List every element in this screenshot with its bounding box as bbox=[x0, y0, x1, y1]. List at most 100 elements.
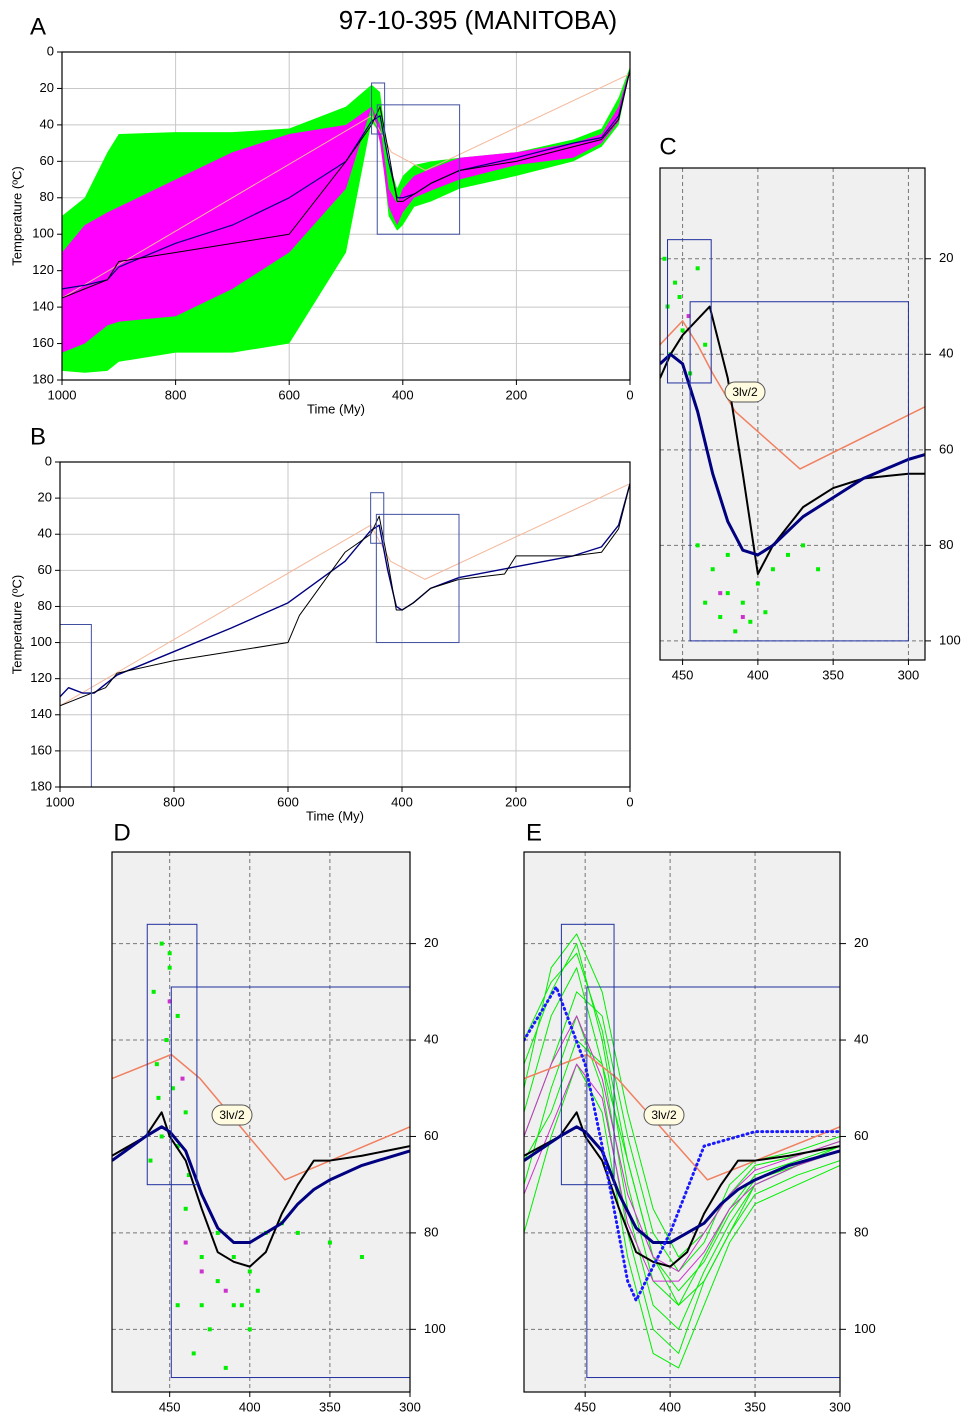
series-line bbox=[112, 1053, 410, 1181]
y-tick-label: 40 bbox=[38, 526, 52, 541]
data-point bbox=[686, 314, 691, 319]
y-tick-label: 160 bbox=[32, 335, 54, 350]
x-tick-label: 600 bbox=[277, 794, 299, 809]
x-tick-label: 600 bbox=[278, 387, 300, 402]
y-tick-label: 0 bbox=[45, 453, 52, 468]
data-point bbox=[239, 1303, 244, 1308]
x-tick-label: 200 bbox=[505, 794, 527, 809]
data-point bbox=[231, 1255, 236, 1259]
data-point bbox=[223, 1288, 228, 1293]
data-point bbox=[159, 941, 164, 946]
data-point bbox=[199, 1303, 204, 1308]
constraint-box bbox=[560, 923, 615, 1186]
series-line bbox=[60, 483, 630, 707]
data-point bbox=[748, 619, 753, 624]
data-point bbox=[733, 629, 738, 634]
data-point bbox=[255, 1288, 260, 1293]
y-tick-label: 60 bbox=[939, 441, 953, 456]
y-tick-label: 80 bbox=[854, 1224, 868, 1239]
series-line bbox=[660, 352, 925, 557]
figure-title: 97-10-395 (MANITOBA) bbox=[339, 5, 617, 35]
data-point bbox=[677, 294, 682, 299]
x-tick-label: 350 bbox=[319, 1399, 341, 1414]
data-point bbox=[247, 1269, 252, 1274]
data-point bbox=[191, 1351, 196, 1356]
data-point bbox=[167, 951, 172, 956]
data-point bbox=[755, 581, 760, 586]
y-tick-label: 180 bbox=[32, 371, 54, 386]
y-tick-label: 20 bbox=[40, 80, 54, 95]
plot-frame bbox=[523, 851, 841, 1393]
plot-frame bbox=[61, 51, 631, 381]
series-line bbox=[524, 943, 840, 1306]
annotation-box bbox=[724, 381, 766, 403]
panel-letter: C bbox=[659, 133, 676, 160]
series-line bbox=[524, 1063, 840, 1282]
series-line bbox=[524, 1111, 840, 1268]
x-axis-label: Time (My) bbox=[307, 401, 365, 416]
data-point bbox=[183, 1206, 188, 1211]
data-point bbox=[223, 1365, 228, 1370]
annotation: 3lv/2 bbox=[651, 1108, 677, 1122]
panel: 1000 800 600 400 200 0 0 20 40 60 80 100 120 140 160 18… bbox=[9, 13, 633, 416]
data-point bbox=[740, 600, 745, 605]
constraint-box bbox=[371, 82, 386, 135]
y-tick-label: 140 bbox=[32, 299, 54, 314]
y-tick-label: 60 bbox=[854, 1128, 868, 1143]
y-tick-label: 120 bbox=[30, 670, 52, 685]
data-point bbox=[770, 567, 775, 572]
annotation-box bbox=[211, 1104, 253, 1126]
x-tick-label: 1000 bbox=[48, 387, 77, 402]
y-tick-label: 80 bbox=[424, 1224, 438, 1239]
annotation: 3lv/2 bbox=[219, 1108, 245, 1122]
x-tick-label: 400 bbox=[391, 794, 413, 809]
data-point bbox=[186, 1173, 191, 1178]
data-point bbox=[148, 1158, 153, 1163]
plot-frame bbox=[59, 461, 631, 788]
panel-letter: D bbox=[113, 819, 130, 846]
series-line bbox=[524, 933, 840, 1258]
y-tick-label: 40 bbox=[939, 346, 953, 361]
series-line bbox=[60, 483, 630, 707]
constraint-box bbox=[370, 492, 385, 544]
x-tick-label: 800 bbox=[163, 794, 185, 809]
x-tick-label: 300 bbox=[399, 1399, 421, 1414]
series-line bbox=[524, 1125, 840, 1245]
series-line bbox=[62, 70, 630, 290]
data-point bbox=[703, 342, 708, 347]
panel: 3lv/2 450 400 350 300 20 40 60 80 100 C bbox=[659, 133, 960, 682]
envelope bbox=[62, 68, 630, 353]
annotation-box bbox=[643, 1104, 685, 1126]
y-tick-label: 180 bbox=[30, 778, 52, 793]
data-point bbox=[183, 1240, 188, 1245]
y-tick-label: 120 bbox=[32, 262, 54, 277]
y-tick-label: 80 bbox=[939, 537, 953, 552]
data-point bbox=[207, 1327, 212, 1332]
constraint-box bbox=[146, 923, 198, 1186]
data-point bbox=[231, 1303, 236, 1308]
panel-letter: B bbox=[30, 423, 46, 450]
x-tick-label: 400 bbox=[659, 1399, 681, 1414]
data-point bbox=[673, 280, 678, 285]
data-point bbox=[167, 965, 172, 970]
series-line bbox=[62, 73, 630, 299]
series-line bbox=[112, 1125, 410, 1245]
constraint-box bbox=[689, 301, 909, 642]
panel-letter: A bbox=[30, 13, 46, 40]
data-point bbox=[662, 256, 667, 261]
plot-background bbox=[112, 852, 410, 1392]
data-point bbox=[816, 567, 821, 572]
data-point bbox=[763, 610, 768, 615]
x-tick-label: 400 bbox=[747, 667, 769, 682]
data-point bbox=[215, 1230, 220, 1235]
y-tick-label: 20 bbox=[939, 250, 953, 265]
plot-background bbox=[660, 168, 925, 660]
data-point bbox=[703, 600, 708, 605]
y-tick-label: 60 bbox=[38, 562, 52, 577]
data-point bbox=[180, 1076, 185, 1081]
data-point bbox=[199, 1255, 204, 1259]
data-point bbox=[159, 1134, 164, 1139]
data-point bbox=[170, 1086, 175, 1091]
y-tick-label: 100 bbox=[32, 226, 54, 241]
